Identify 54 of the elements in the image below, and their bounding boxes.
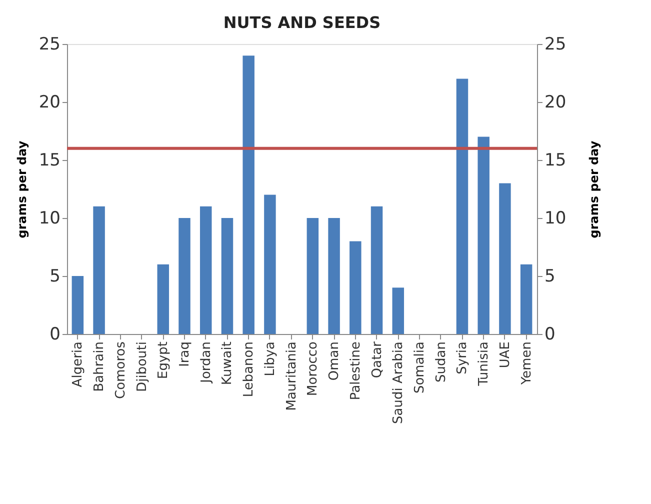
x-tick-label: Sudan — [434, 342, 449, 382]
bar — [499, 183, 511, 334]
y-tick-label: 5 — [50, 266, 60, 286]
x-tick-label: Egypt — [156, 342, 172, 380]
y-axis-title: grams per day — [14, 140, 29, 238]
x-tick-label: Bahrain — [92, 342, 108, 392]
x-tick-label: Syria — [455, 342, 470, 374]
x-tick-label: Mauritania — [284, 342, 300, 411]
y2-axis-title: grams per day — [587, 140, 602, 238]
y-tick-label: 20 — [38, 92, 60, 112]
y2-tick-label: 20 — [544, 92, 566, 112]
bar — [264, 194, 276, 334]
y-tick-label: 15 — [38, 150, 60, 170]
x-tick-label: Lebanon — [242, 342, 257, 398]
x-tick-label: Yemen — [519, 342, 534, 386]
bar — [350, 241, 362, 334]
y2-tick-label: 15 — [544, 150, 566, 170]
bar — [221, 218, 234, 334]
bar — [242, 56, 254, 334]
x-tick-label: Algeria — [70, 342, 86, 388]
bar — [392, 288, 404, 334]
bar — [456, 78, 468, 334]
bar — [200, 206, 212, 334]
bar — [178, 218, 190, 334]
y2-tick-label: 0 — [544, 324, 556, 344]
chart-title: NUTS AND SEEDS — [223, 13, 381, 32]
x-tick-label: Jordan — [198, 342, 214, 384]
x-tick-label: Palestine — [348, 342, 364, 400]
bar — [478, 136, 490, 334]
x-tick-label: Iraq — [178, 342, 192, 367]
x-tick-label: Libya — [262, 342, 278, 376]
x-tick-label: UAE — [498, 342, 513, 368]
x-tick-label: Kuwait — [220, 342, 236, 385]
x-tick-label: Saudi Arabia — [391, 342, 406, 424]
bar — [157, 264, 170, 334]
bar — [72, 276, 84, 334]
x-tick-label: Morocco — [306, 341, 321, 396]
y-tick-label: 10 — [38, 208, 60, 228]
y2-tick-label: 25 — [544, 34, 566, 54]
y2-tick-label: 5 — [544, 266, 556, 286]
y-tick-label: 0 — [50, 324, 60, 344]
bar — [370, 206, 383, 334]
x-tick-label: Somalia — [412, 342, 428, 394]
bar — [328, 218, 340, 334]
bar — [520, 264, 532, 334]
y-tick-label: 25 — [38, 34, 60, 54]
x-tick-label: Djibouti — [134, 342, 150, 392]
x-tick-label: Qatar — [370, 340, 385, 378]
bar — [93, 206, 105, 334]
x-tick-label: Tunisia — [476, 342, 492, 387]
x-tick-label: Comoros — [113, 341, 128, 399]
bar — [306, 218, 319, 334]
y2-tick-label: 10 — [544, 208, 566, 228]
x-tick-label: Oman — [327, 342, 342, 381]
